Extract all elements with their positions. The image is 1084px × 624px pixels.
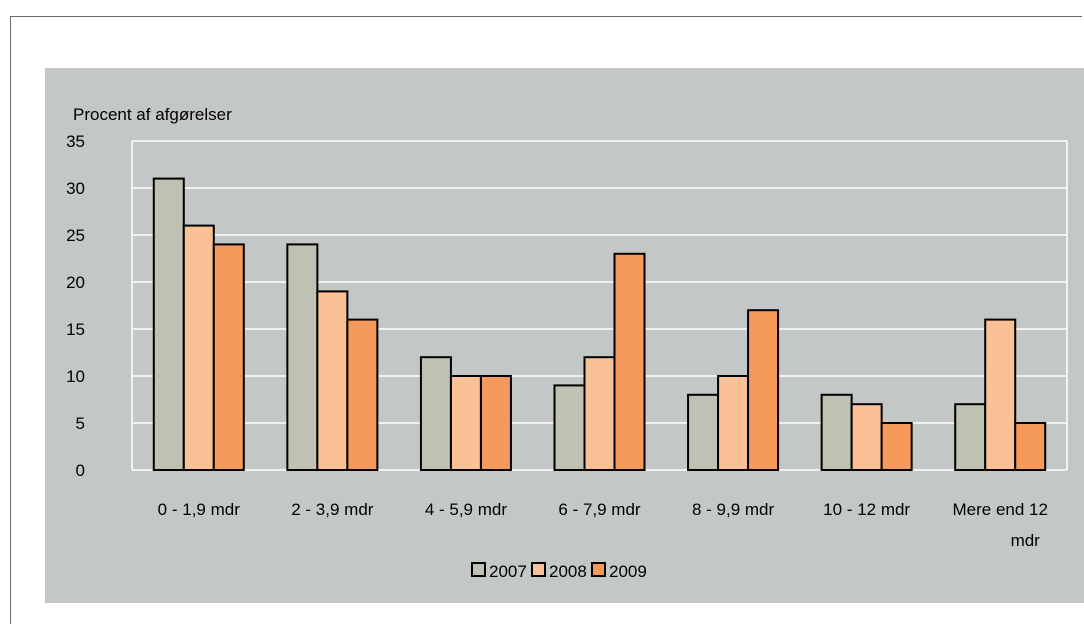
bar-2009-4 [747, 309, 780, 471]
bar-2009-5 [880, 422, 913, 471]
bar-2008-6 [984, 318, 1017, 471]
legend-label-2009: 2009 [609, 562, 647, 581]
y-tick-label-0: 0 [76, 461, 85, 480]
x-category-label-6-line-1: mdr [1011, 531, 1041, 550]
x-category-label-6-line-0: Mere end 12 [952, 500, 1047, 519]
y-tick-label-30: 30 [66, 179, 85, 198]
bar-2009-2 [479, 375, 512, 471]
bar-2007-1 [286, 243, 319, 471]
bar-2007-3 [553, 384, 586, 471]
legend-swatch-2007 [471, 562, 486, 577]
bar-2007-5 [820, 393, 853, 471]
bar-2008-0 [182, 224, 215, 471]
legend-swatch-2008 [531, 562, 546, 577]
bar-2007-6 [954, 403, 987, 472]
x-category-label-2: 4 - 5,9 mdr [425, 500, 508, 519]
bar-2009-6 [1014, 422, 1047, 471]
bar-2009-0 [212, 243, 245, 471]
x-category-label-4: 8 - 9,9 mdr [692, 500, 775, 519]
figure-frame: 0 5 10 15 20 25 30 35 Procent af afgørelser 0 - 1… [10, 16, 1084, 624]
bar-2009-1 [346, 318, 379, 471]
bar-2008-5 [850, 403, 883, 472]
bar-2007-0 [152, 177, 185, 471]
y-axis-label: Procent af afgørelser [73, 105, 232, 124]
bar-chart: 0 5 10 15 20 25 30 35 Procent af afgørelser 0 - 1… [66, 105, 1068, 581]
y-tick-label-20: 20 [66, 273, 85, 292]
bar-2008-3 [583, 356, 616, 472]
bar-2008-1 [316, 290, 349, 471]
legend-label-2007: 2007 [489, 562, 527, 581]
bar-2007-4 [687, 393, 720, 471]
x-category-label-5: 10 - 12 mdr [823, 500, 910, 519]
y-tick-label-10: 10 [66, 367, 85, 386]
x-category-label-1: 2 - 3,9 mdr [291, 500, 374, 519]
bar-2007-2 [419, 356, 452, 472]
y-tick-label-35: 35 [66, 132, 85, 151]
bar-2009-3 [613, 252, 646, 471]
bar-2008-4 [717, 375, 750, 471]
x-category-label-0: 0 - 1,9 mdr [158, 500, 241, 519]
legend-swatch-2009 [591, 562, 606, 577]
y-tick-label-5: 5 [76, 414, 85, 433]
legend-label-2008: 2008 [549, 562, 587, 581]
y-tick-label-15: 15 [66, 320, 85, 339]
y-tick-label-25: 25 [66, 226, 85, 245]
chart-panel: 0 5 10 15 20 25 30 35 Procent af afgørelser 0 - 1… [45, 68, 1084, 603]
x-category-label-3: 6 - 7,9 mdr [558, 500, 641, 519]
bar-2008-2 [449, 375, 482, 471]
